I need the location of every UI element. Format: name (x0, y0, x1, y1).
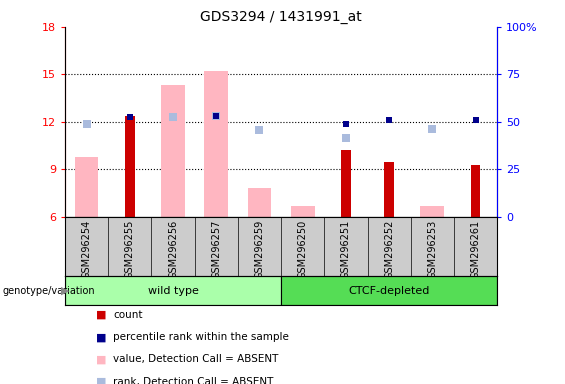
Text: ■: ■ (96, 332, 107, 342)
Text: GSM296255: GSM296255 (125, 220, 135, 279)
Text: count: count (113, 310, 142, 320)
Text: GSM296253: GSM296253 (427, 220, 437, 279)
Bar (205, 71, 228, 217)
Text: ■: ■ (96, 377, 107, 384)
Bar (161, 86, 185, 217)
Text: GSM296252: GSM296252 (384, 220, 394, 279)
Text: GSM296261: GSM296261 (471, 220, 481, 279)
Text: GSM296250: GSM296250 (298, 220, 308, 279)
Text: GSM296259: GSM296259 (254, 220, 264, 279)
Bar (341, 151, 351, 217)
Text: genotype/variation: genotype/variation (3, 286, 95, 296)
Text: value, Detection Call = ABSENT: value, Detection Call = ABSENT (113, 354, 279, 364)
Text: GSM296254: GSM296254 (81, 220, 92, 279)
Bar (420, 206, 444, 217)
Bar (281, 276, 497, 305)
Text: rank, Detection Call = ABSENT: rank, Detection Call = ABSENT (113, 377, 273, 384)
Text: GSM296256: GSM296256 (168, 220, 178, 279)
Text: ■: ■ (96, 310, 107, 320)
Text: wild type: wild type (147, 286, 198, 296)
Text: GSM296251: GSM296251 (341, 220, 351, 279)
Text: ■: ■ (96, 354, 107, 364)
Title: GDS3294 / 1431991_at: GDS3294 / 1431991_at (200, 10, 362, 25)
Bar (125, 116, 134, 217)
Bar (75, 157, 98, 217)
Bar (471, 165, 480, 217)
Text: percentile rank within the sample: percentile rank within the sample (113, 332, 289, 342)
Text: ▶: ▶ (61, 286, 69, 296)
Bar (291, 206, 315, 217)
Text: CTCF-depleted: CTCF-depleted (349, 286, 430, 296)
Bar (247, 189, 271, 217)
Text: GSM296257: GSM296257 (211, 220, 221, 279)
Bar (384, 162, 394, 217)
Bar (65, 276, 281, 305)
